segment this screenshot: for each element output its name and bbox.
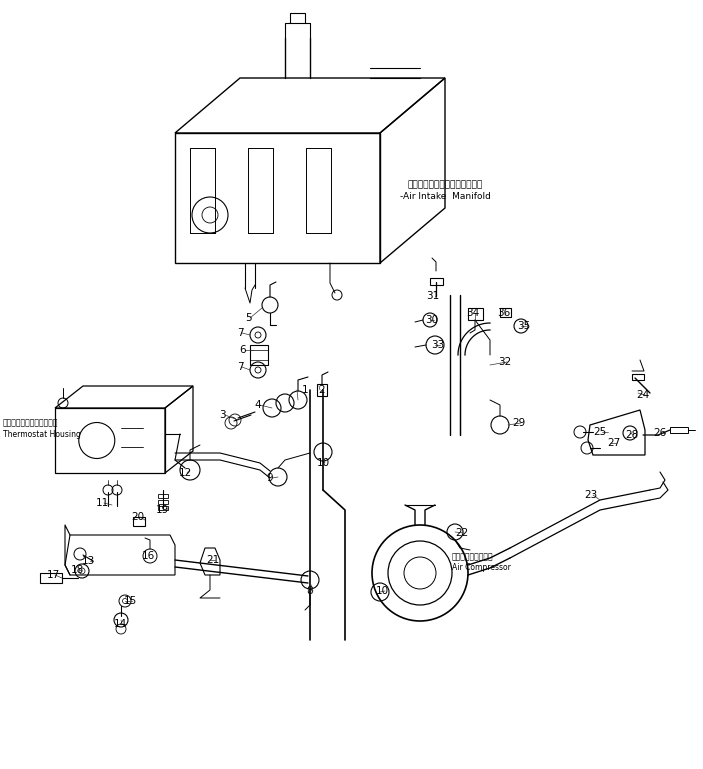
Text: 19: 19 <box>155 505 169 515</box>
Text: 17: 17 <box>46 570 60 580</box>
Text: 24: 24 <box>636 390 650 400</box>
Text: 26: 26 <box>653 428 666 438</box>
Text: 30: 30 <box>425 315 439 325</box>
Text: 9: 9 <box>266 473 273 483</box>
Bar <box>632 374 644 380</box>
Bar <box>158 494 168 498</box>
Text: 15: 15 <box>123 596 136 606</box>
Text: 10: 10 <box>375 586 389 596</box>
Text: 28: 28 <box>626 430 638 440</box>
Text: 3: 3 <box>219 410 226 420</box>
Text: 33: 33 <box>432 340 444 350</box>
Text: 11: 11 <box>96 498 109 508</box>
Text: 18: 18 <box>70 565 84 575</box>
Bar <box>430 278 443 285</box>
Bar <box>250 345 268 365</box>
Text: 10: 10 <box>316 458 330 468</box>
Text: Air Compressor: Air Compressor <box>452 563 511 572</box>
Text: 4: 4 <box>254 400 262 410</box>
Text: サーモスタットハウジング: サーモスタットハウジング <box>3 418 58 427</box>
Text: 21: 21 <box>207 555 219 565</box>
Bar <box>500 308 511 317</box>
Bar <box>40 573 62 583</box>
Text: エアーコンプレッサ: エアーコンプレッサ <box>452 552 494 561</box>
Text: 7: 7 <box>237 362 243 372</box>
Text: 2: 2 <box>318 385 325 395</box>
Bar <box>468 308 483 320</box>
Text: 27: 27 <box>607 438 621 448</box>
Text: 14: 14 <box>113 619 127 629</box>
Text: 29: 29 <box>512 418 526 428</box>
Bar <box>158 500 168 504</box>
Text: 13: 13 <box>82 556 95 566</box>
Bar <box>133 517 145 526</box>
Text: 31: 31 <box>427 291 439 301</box>
Text: 7: 7 <box>237 328 243 338</box>
Text: 25: 25 <box>593 427 607 437</box>
Text: 20: 20 <box>131 512 145 522</box>
Bar <box>158 506 168 510</box>
Text: 23: 23 <box>584 490 598 500</box>
Text: 6: 6 <box>240 345 246 355</box>
Text: -Air Intake  Manifold: -Air Intake Manifold <box>400 192 491 201</box>
Text: 5: 5 <box>245 313 251 323</box>
Bar <box>317 384 327 396</box>
Text: 34: 34 <box>466 308 479 318</box>
Text: 16: 16 <box>141 551 155 561</box>
Text: Thermostat Housing: Thermostat Housing <box>3 430 81 439</box>
Text: 12: 12 <box>179 468 192 478</box>
Text: 8: 8 <box>307 586 314 596</box>
Bar <box>670 427 688 433</box>
Text: 22: 22 <box>456 528 469 538</box>
Text: 35: 35 <box>517 321 531 331</box>
Text: 1: 1 <box>302 385 309 395</box>
Text: 32: 32 <box>498 357 512 367</box>
Text: エアーインテークマニホールド: エアーインテークマニホールド <box>408 180 483 189</box>
Text: 36: 36 <box>498 308 510 318</box>
